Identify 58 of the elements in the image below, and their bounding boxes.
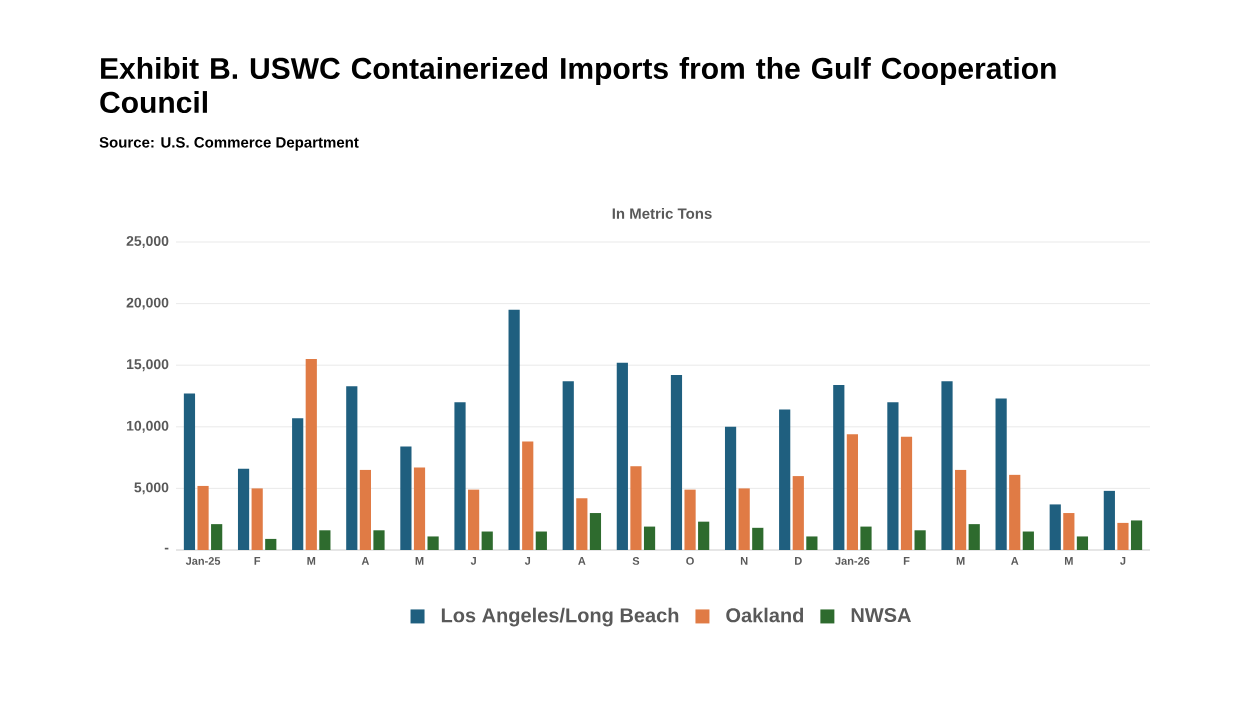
legend-label: Oakland <box>726 607 804 623</box>
bar <box>846 434 858 550</box>
bar <box>955 469 967 550</box>
bar <box>183 393 196 550</box>
bar <box>1009 474 1021 550</box>
bar <box>1103 490 1115 550</box>
chart-title: Exhibit B. USWC Containerized Imports from the Gulf Cooperation Council <box>100 57 1056 114</box>
bar <box>305 359 317 550</box>
bar <box>1063 513 1075 550</box>
bar <box>616 362 628 550</box>
bar <box>197 485 209 550</box>
bar <box>968 524 980 550</box>
bar <box>941 381 953 550</box>
bar <box>806 536 818 550</box>
bar <box>468 489 480 550</box>
bar <box>643 526 656 550</box>
bar <box>833 384 845 550</box>
bar <box>779 409 791 550</box>
bar <box>535 531 547 550</box>
bar <box>1117 522 1129 550</box>
bar <box>481 531 493 550</box>
bar <box>1076 536 1089 550</box>
bar <box>359 469 371 550</box>
bar <box>724 426 737 550</box>
bar <box>914 530 926 550</box>
bar <box>792 476 804 550</box>
bar <box>1022 531 1034 550</box>
bar <box>454 402 466 550</box>
bar <box>1049 504 1061 550</box>
bar <box>630 466 642 550</box>
bar <box>346 386 358 550</box>
bar <box>237 468 250 550</box>
legend-label: Los Angeles/Long Beach <box>441 607 679 627</box>
bar <box>995 398 1007 550</box>
bar <box>738 488 750 550</box>
bar <box>576 498 588 550</box>
bar <box>211 524 223 550</box>
bar <box>562 381 574 550</box>
bar <box>860 526 872 550</box>
bar <box>670 375 683 550</box>
bar <box>698 521 710 550</box>
bar <box>752 527 764 550</box>
bar <box>427 536 439 550</box>
bar <box>265 538 277 550</box>
bar <box>508 309 520 550</box>
bar <box>373 530 385 550</box>
bar <box>887 402 899 550</box>
bar <box>413 467 426 550</box>
bar <box>319 530 331 550</box>
bar <box>684 489 696 550</box>
bar <box>400 446 412 550</box>
legend-label: NWSA <box>851 607 911 623</box>
bar <box>589 513 602 550</box>
bar <box>251 488 263 550</box>
bar <box>292 418 304 550</box>
bar <box>900 436 913 550</box>
bar <box>1130 520 1143 550</box>
bar <box>522 441 534 550</box>
